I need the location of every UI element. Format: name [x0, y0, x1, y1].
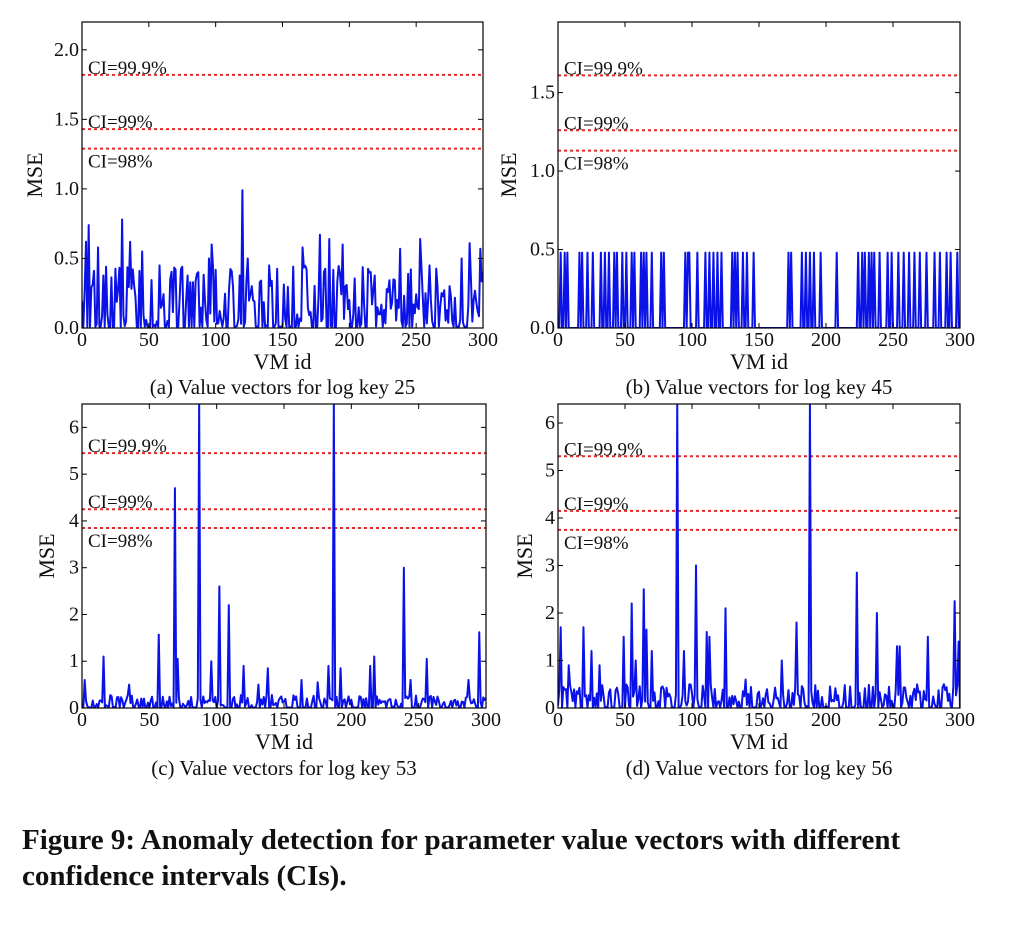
- y-tick-label: 2.0: [54, 39, 79, 61]
- x-tick-label: 0: [553, 709, 563, 731]
- y-tick-label: 1: [545, 650, 555, 672]
- y-tick-label: 0.5: [54, 247, 79, 269]
- panel-subcaption: (b) Value vectors for log key 45: [626, 375, 893, 399]
- x-tick-label: 150: [744, 709, 774, 731]
- ci-threshold-label: CI=98%: [88, 152, 153, 173]
- x-tick-label: 100: [677, 329, 707, 351]
- x-tick-label: 150: [269, 709, 299, 731]
- y-tick-label: 1.0: [54, 178, 79, 200]
- y-tick-label: 1.0: [530, 160, 555, 182]
- ci-threshold-label: CI=98%: [88, 531, 153, 552]
- ci-threshold-label: CI=99.9%: [88, 436, 167, 457]
- y-tick-label: 0.0: [530, 317, 555, 339]
- x-axis-label: VM id: [255, 729, 313, 754]
- x-tick-label: 0: [77, 709, 87, 731]
- x-tick-label: 0: [553, 329, 563, 351]
- x-axis-label: VM id: [730, 729, 788, 754]
- x-tick-label: 50: [615, 709, 635, 731]
- x-tick-label: 300: [471, 709, 501, 731]
- chart-panel-2: CI=99.9% CI=99% CI=98% 0 50 100 150 200 250 300 0.…: [496, 21, 975, 399]
- y-axis-label: MSE: [496, 152, 521, 197]
- y-axis-label: MSE: [22, 152, 47, 197]
- x-tick-label: 50: [139, 329, 159, 351]
- x-tick-label: 250: [878, 709, 908, 731]
- y-tick-label: 2: [545, 602, 555, 624]
- x-tick-label: 300: [468, 329, 498, 351]
- x-tick-label: 50: [139, 709, 159, 731]
- x-tick-label: 0: [77, 329, 87, 351]
- x-tick-label: 250: [401, 329, 431, 351]
- x-tick-label: 100: [202, 709, 232, 731]
- x-tick-label: 200: [334, 329, 364, 351]
- ci-threshold-label: CI=98%: [564, 533, 629, 554]
- ci-threshold-label: CI=99.9%: [88, 58, 167, 79]
- mse-series-line: [82, 189, 483, 328]
- y-tick-label: 1.5: [530, 82, 555, 104]
- y-axis-label: MSE: [512, 533, 537, 578]
- x-tick-label: 200: [811, 709, 841, 731]
- figure-caption: Figure 9: Anomaly detection for paramete…: [22, 824, 901, 892]
- y-tick-label: 0: [69, 697, 79, 719]
- x-axis-label: VM id: [730, 349, 788, 374]
- y-tick-label: 2: [69, 603, 79, 625]
- ci-threshold-label: CI=99%: [88, 492, 153, 513]
- ci-threshold-label: CI=99.9%: [564, 439, 643, 460]
- x-tick-label: 200: [811, 329, 841, 351]
- y-tick-label: 3: [69, 557, 79, 579]
- y-tick-label: 5: [69, 463, 79, 485]
- y-tick-label: 1: [69, 650, 79, 672]
- ci-threshold-label: CI=99%: [564, 494, 629, 515]
- y-tick-label: 4: [69, 510, 79, 532]
- x-tick-label: 300: [945, 709, 975, 731]
- y-tick-label: 0: [545, 697, 555, 719]
- ci-threshold-label: CI=99%: [564, 113, 629, 134]
- x-tick-label: 50: [615, 329, 635, 351]
- x-tick-label: 200: [336, 709, 366, 731]
- x-tick-label: 150: [268, 329, 298, 351]
- y-tick-label: 0.5: [530, 239, 555, 261]
- ci-threshold-label: CI=99.9%: [564, 58, 643, 79]
- x-tick-label: 250: [878, 329, 908, 351]
- x-tick-label: 150: [744, 329, 774, 351]
- y-tick-label: 6: [545, 412, 555, 434]
- panel-subcaption: (d) Value vectors for log key 56: [626, 756, 893, 780]
- panel-subcaption: (c) Value vectors for log key 53: [151, 756, 417, 780]
- y-axis-label: MSE: [34, 533, 59, 578]
- ci-threshold-label: CI=98%: [564, 154, 629, 175]
- chart-panel-3: CI=99.9% CI=99% CI=98% 0 50 100 150 200 250 300 0 1…: [34, 403, 501, 780]
- y-tick-label: 5: [545, 460, 555, 482]
- x-tick-label: 100: [677, 709, 707, 731]
- y-tick-label: 3: [545, 555, 555, 577]
- ci-threshold-label: CI=99%: [88, 112, 153, 133]
- x-tick-label: 300: [945, 329, 975, 351]
- x-tick-label: 100: [201, 329, 231, 351]
- y-tick-label: 6: [69, 416, 79, 438]
- x-axis-label: VM id: [253, 349, 311, 374]
- x-tick-label: 250: [404, 709, 434, 731]
- y-tick-label: 1.5: [54, 108, 79, 130]
- panel-subcaption: (a) Value vectors for log key 25: [150, 375, 416, 399]
- y-tick-label: 4: [545, 507, 555, 529]
- chart-panel-1: CI=99.9% CI=99% CI=98% 0 50 100 150 200 250 300 0.…: [22, 21, 498, 399]
- chart-panel-4: CI=99.9% CI=99% CI=98% 0 50 100 150 200 250 300 0 1…: [512, 403, 975, 780]
- mse-series-line: [558, 251, 960, 328]
- y-tick-label: 0.0: [54, 317, 79, 339]
